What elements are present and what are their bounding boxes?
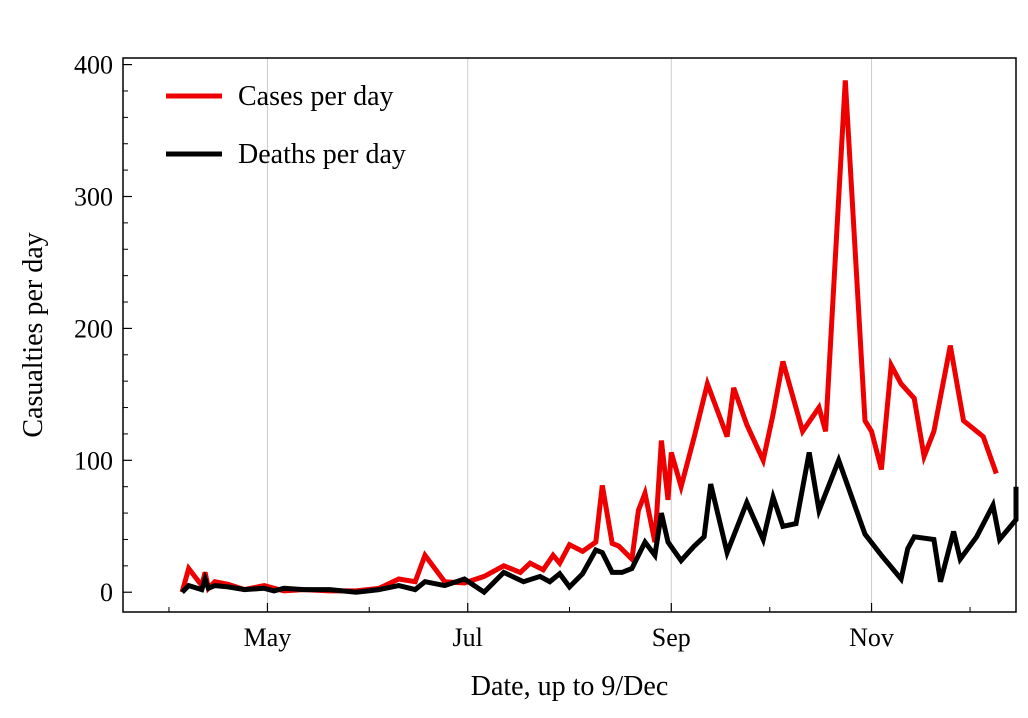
x-tick-label-nov: Nov: [849, 623, 894, 652]
grid-lines: [266, 58, 873, 612]
y-tick-label-200: 200: [74, 314, 113, 343]
legend-label-cases: Cases per day: [238, 81, 394, 112]
y-tick-labels: 0 100 200 300 400: [74, 51, 113, 608]
y-tick-label-400: 400: [74, 51, 113, 80]
x-tick-label-sep: Sep: [652, 623, 691, 652]
y-tick-label-300: 300: [74, 183, 113, 212]
y-tick-label-100: 100: [74, 446, 113, 475]
series-lines: [179, 80, 1019, 596]
legend-label-deaths: Deaths per day: [238, 139, 406, 170]
x-tick-label-jul: Jul: [453, 623, 483, 652]
x-axis-title: Date, up to 9/Dec: [471, 671, 669, 702]
x-tick-labels: May Jul Sep Nov: [244, 623, 894, 652]
y-axis-title: Casualties per day: [18, 232, 49, 437]
x-tick-label-may: May: [244, 623, 292, 652]
axis-ticks: [123, 63, 971, 612]
legend: Cases per day Deaths per day: [166, 81, 406, 170]
y-tick-label-0: 0: [100, 578, 113, 607]
series-line-deaths: [180, 451, 1019, 596]
